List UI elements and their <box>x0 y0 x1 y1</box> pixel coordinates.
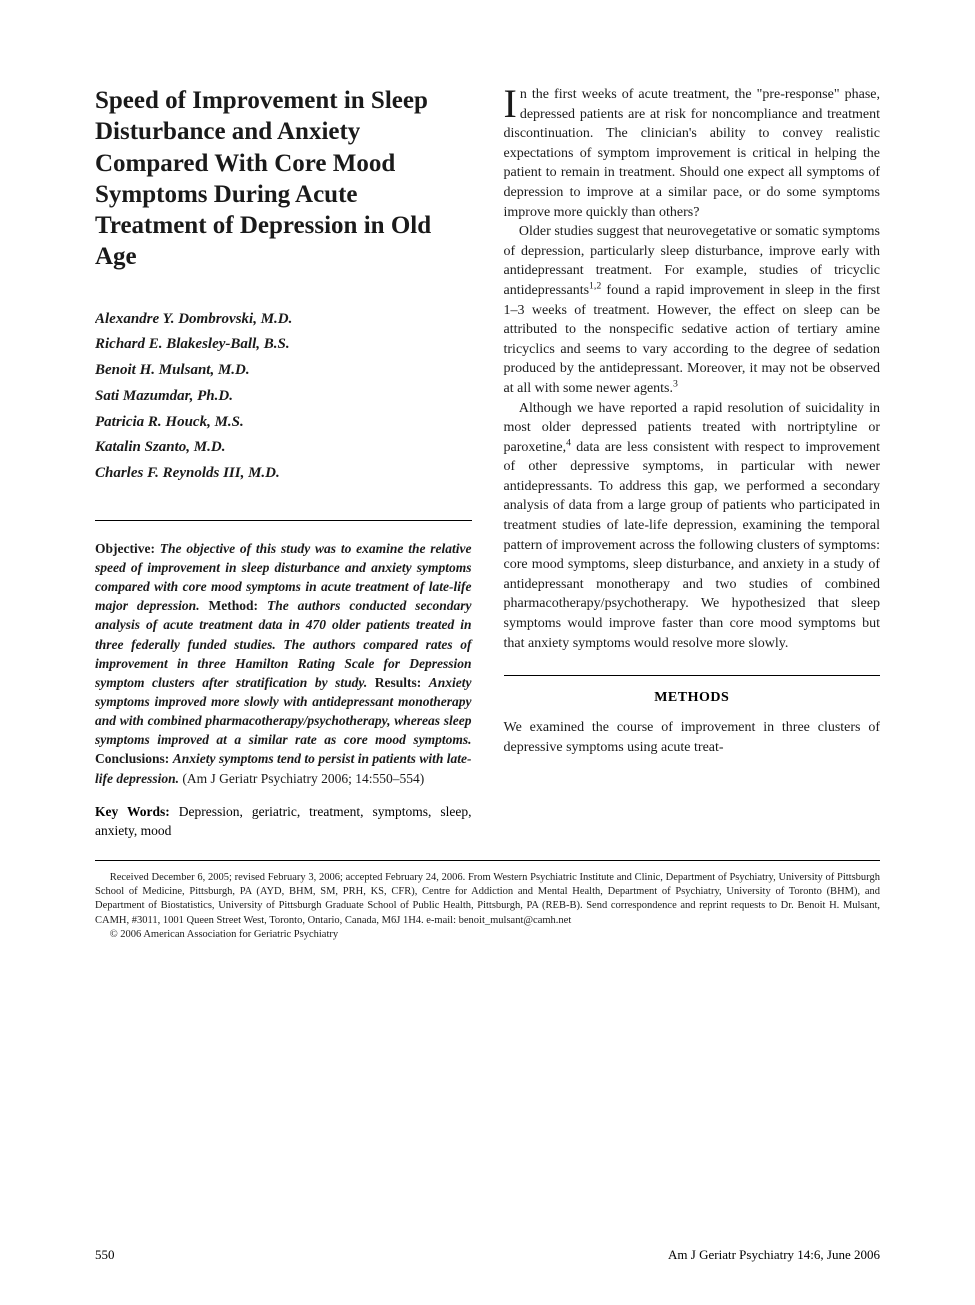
body-text: In the first weeks of acute treatment, t… <box>504 85 881 653</box>
page-footer: 550 Am J Geriatr Psychiatry 14:6, June 2… <box>95 1247 880 1263</box>
citation: (Am J Geriatr Psychiatry 2006; 14:550–55… <box>182 771 424 786</box>
journal-reference: Am J Geriatr Psychiatry 14:6, June 2006 <box>668 1247 880 1263</box>
intro-paragraph-1: In the first weeks of acute treatment, t… <box>504 85 881 222</box>
conclusions-label: Conclusions: <box>95 751 169 766</box>
abstract: Objective: The objective of this study w… <box>95 539 472 788</box>
received-footnote: Received December 6, 2005; revised Febru… <box>95 871 880 928</box>
method-label: Method: <box>209 598 259 613</box>
article-title: Speed of Improvement in Sleep Disturbanc… <box>95 85 472 273</box>
intro-paragraph-2: Older studies suggest that neurovegetati… <box>504 222 881 398</box>
methods-text: We examined the course of improvement in… <box>504 718 881 757</box>
methods-heading: METHODS <box>504 690 881 706</box>
methods-paragraph: We examined the course of improvement in… <box>504 718 881 757</box>
page-content: Speed of Improvement in Sleep Disturbanc… <box>95 85 880 1145</box>
citation-superscript: 3 <box>673 378 678 389</box>
para2b: found a rapid improvement in sleep in th… <box>504 283 881 396</box>
left-column: Speed of Improvement in Sleep Disturbanc… <box>95 85 472 840</box>
section-rule <box>95 520 472 521</box>
para3b: data are less consistent with respect to… <box>504 440 881 651</box>
right-column: In the first weeks of acute treatment, t… <box>504 85 881 840</box>
intro-paragraph-3: Although we have reported a rapid resolu… <box>504 399 881 654</box>
keywords: Key Words: Depression, geriatric, treatm… <box>95 802 472 840</box>
author: Katalin Szanto, M.D. <box>95 435 472 460</box>
author: Alexandre Y. Dombrovski, M.D. <box>95 307 472 332</box>
keywords-label: Key Words: <box>95 804 170 819</box>
author: Sati Mazumdar, Ph.D. <box>95 384 472 409</box>
para1-text: n the first weeks of acute treatment, th… <box>504 87 881 220</box>
author: Benoit H. Mulsant, M.D. <box>95 358 472 383</box>
copyright-footnote: © 2006 American Association for Geriatri… <box>95 928 880 942</box>
author-list: Alexandre Y. Dombrovski, M.D. Richard E.… <box>95 307 472 486</box>
objective-label: Objective: <box>95 541 155 556</box>
two-column-layout: Speed of Improvement in Sleep Disturbanc… <box>95 85 880 840</box>
section-rule <box>504 675 881 676</box>
page-number: 550 <box>95 1247 115 1263</box>
footer-rule <box>95 860 880 861</box>
dropcap: I <box>504 85 520 121</box>
author: Charles F. Reynolds III, M.D. <box>95 461 472 486</box>
citation-superscript: 1,2 <box>589 280 601 291</box>
author: Richard E. Blakesley-Ball, B.S. <box>95 332 472 357</box>
results-label: Results: <box>375 675 422 690</box>
author: Patricia R. Houck, M.S. <box>95 410 472 435</box>
